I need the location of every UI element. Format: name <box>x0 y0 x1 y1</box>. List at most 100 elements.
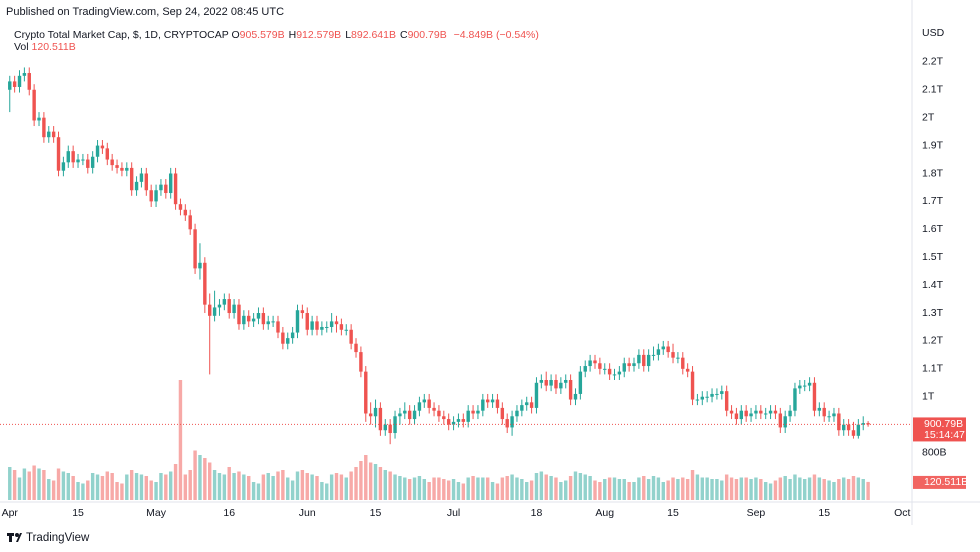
x-tick-label: Aug <box>595 507 614 519</box>
volume-bar <box>17 477 22 500</box>
candle-body <box>734 413 739 420</box>
volume-bar <box>173 464 178 500</box>
candle-body <box>66 151 70 163</box>
volume-bar <box>247 476 251 500</box>
candle-body <box>403 410 407 414</box>
candle-body <box>603 368 607 370</box>
candle-body <box>295 310 300 333</box>
volume-bar <box>773 480 778 500</box>
x-tick-label: 15 <box>72 507 84 519</box>
candle-body <box>671 352 675 358</box>
candle-body <box>159 184 163 191</box>
volume-bar <box>368 462 373 500</box>
volume-bar <box>100 476 105 500</box>
candle-body <box>281 332 285 344</box>
candle-body <box>266 321 270 325</box>
volume-bar <box>251 482 256 500</box>
candle-body <box>105 148 110 160</box>
y-tick-label: 2.2T <box>922 56 944 68</box>
candle-body <box>729 410 734 414</box>
volume-bar <box>339 474 344 500</box>
x-tick-label: May <box>146 507 167 519</box>
candle-body <box>164 184 168 194</box>
candle-body <box>573 393 578 400</box>
candle-body <box>305 313 309 330</box>
price-tag-label: 900.79B <box>924 418 963 430</box>
y-tick-label: 1.6T <box>922 223 944 235</box>
candle-body <box>607 368 612 375</box>
volume-bar <box>466 477 470 500</box>
candle-body <box>705 396 709 398</box>
volume-bar <box>690 470 695 500</box>
candle-body <box>812 382 817 411</box>
ohlc-key: O <box>231 29 240 41</box>
volume-bar <box>685 479 690 500</box>
candle-body <box>461 419 466 422</box>
volume-bar <box>442 479 446 500</box>
candle-body <box>325 326 329 328</box>
volume-bar <box>412 477 417 500</box>
candle-body <box>139 173 144 182</box>
candle-body <box>666 346 670 353</box>
volume-bar <box>603 479 607 500</box>
volume-bar <box>12 470 17 500</box>
volume-name: Vol <box>14 41 29 53</box>
volume-bar <box>422 479 427 500</box>
volume-bar <box>110 473 114 500</box>
candle-body <box>471 410 475 414</box>
candle-body <box>798 385 802 389</box>
volume-bar <box>500 477 505 500</box>
candle-body <box>149 190 153 202</box>
volume-bar <box>681 477 685 500</box>
candle-body <box>432 407 436 411</box>
candle-body <box>407 410 412 420</box>
x-tick-label: 15 <box>370 507 382 519</box>
volume-bar <box>861 479 865 500</box>
volume-bar <box>724 474 729 500</box>
candle-body <box>95 145 100 157</box>
candle-body <box>373 407 378 417</box>
volume-bar <box>256 483 261 500</box>
volume-bar <box>515 477 519 500</box>
candle-body <box>866 423 870 425</box>
volume-bar <box>549 476 553 500</box>
candle-body <box>554 380 558 389</box>
candle-body <box>827 416 831 418</box>
volume-bar <box>598 482 602 500</box>
volume-bar <box>237 471 241 500</box>
volume-bar <box>705 477 709 500</box>
candle-body <box>208 304 212 316</box>
candle-body <box>622 363 626 372</box>
candle-body <box>290 332 295 339</box>
volume-bar <box>798 477 802 500</box>
x-tick-label: Jul <box>447 507 460 519</box>
volume-bar <box>700 477 704 500</box>
volume-bar <box>481 477 485 500</box>
candle-body <box>168 173 173 194</box>
candle-body <box>739 410 744 420</box>
volume-bar <box>788 479 792 500</box>
candle-body <box>842 424 846 431</box>
candle-body <box>646 354 651 367</box>
candle-body <box>339 324 344 330</box>
volume-bar <box>159 473 163 500</box>
volume-bar <box>242 474 246 500</box>
ohlc-key: L <box>345 29 352 41</box>
candle-body <box>851 430 856 436</box>
volume-bar <box>198 455 202 500</box>
candle-body <box>583 366 587 372</box>
volume-bar <box>866 481 870 500</box>
volume-bar <box>378 467 383 500</box>
volume-bar <box>607 477 612 500</box>
volume-bar <box>666 480 670 500</box>
candle-body <box>588 360 592 367</box>
volume-bar <box>407 479 412 500</box>
volume-bar <box>837 479 841 500</box>
volume-bar <box>134 473 139 500</box>
volume-value: 120.511B <box>31 41 76 53</box>
volume-bar <box>710 479 714 500</box>
candle-body <box>183 209 188 216</box>
volume-bar <box>651 476 656 500</box>
volume-bar <box>593 480 597 500</box>
volume-bar <box>344 477 348 500</box>
